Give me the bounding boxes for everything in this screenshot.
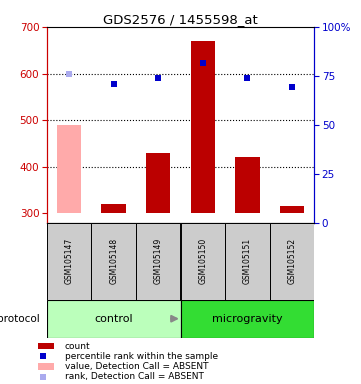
Bar [180,223,225,300]
Bar [38,343,54,349]
Text: protocol: protocol [0,314,40,324]
Text: rank, Detection Call = ABSENT: rank, Detection Call = ABSENT [65,372,204,381]
Bar [47,223,91,300]
Text: GSM105151: GSM105151 [243,238,252,284]
Bar [101,204,126,214]
Bar [235,157,260,214]
Bar [270,223,314,300]
Title: GDS2576 / 1455598_at: GDS2576 / 1455598_at [103,13,258,26]
Text: count: count [65,342,91,351]
Bar [57,125,82,214]
Text: GSM105150: GSM105150 [198,238,207,284]
Text: value, Detection Call = ABSENT: value, Detection Call = ABSENT [65,362,209,371]
Bar [279,207,304,214]
Text: GSM105149: GSM105149 [154,238,163,284]
Bar [47,300,180,338]
Bar [38,363,54,370]
Bar [146,153,170,214]
Bar [136,223,180,300]
Text: control: control [95,314,133,324]
Bar [180,300,314,338]
Bar [191,41,215,214]
Text: percentile rank within the sample: percentile rank within the sample [65,352,218,361]
Text: microgravity: microgravity [212,314,283,324]
Bar [225,223,270,300]
Bar [91,223,136,300]
Text: GSM105147: GSM105147 [65,238,74,284]
Text: GSM105152: GSM105152 [287,238,296,284]
Text: GSM105148: GSM105148 [109,238,118,284]
